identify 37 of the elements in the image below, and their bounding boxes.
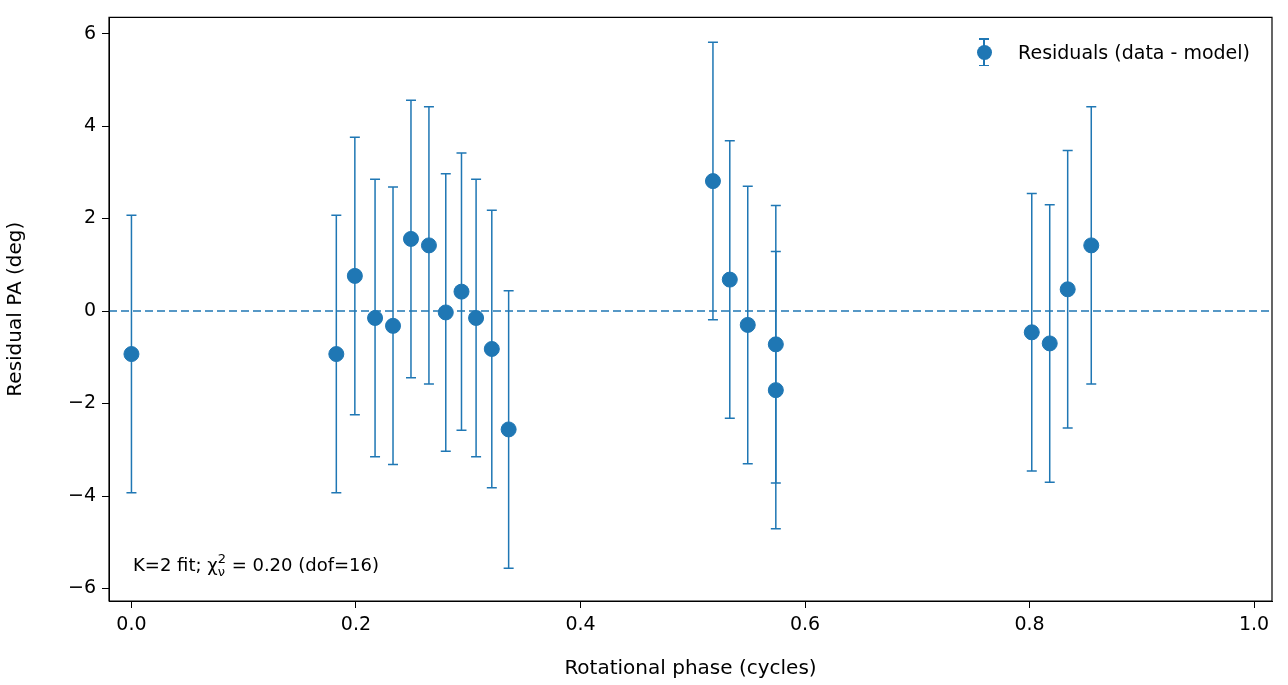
point [704,173,721,190]
legend-label: Residuals (data - model) [1018,41,1250,64]
point [767,382,784,399]
point [402,230,419,247]
x-tick-label: 0.4 [565,612,596,635]
y-tick-label: 4 [83,113,96,136]
point [367,309,384,326]
point [437,304,454,321]
point [346,267,363,284]
point [739,316,756,333]
point [1041,335,1058,352]
point [721,271,738,288]
point [328,346,345,363]
point [385,317,402,334]
point [123,346,140,363]
y-tick-label: 0 [83,297,96,320]
x-tick-label: 1.0 [1238,612,1270,635]
y-tick-label: 2 [83,205,96,228]
point [500,421,517,438]
point [453,283,470,300]
y-tick-label: −4 [67,482,96,505]
point [468,309,485,326]
point [420,237,437,254]
point [1059,281,1076,298]
point [1023,324,1040,341]
x-tick-label: 0.8 [1014,612,1045,635]
y-tick-label: −6 [67,575,96,598]
y-tick-label: 6 [83,20,96,43]
point [1083,237,1100,254]
y-axis-title: Residual PA (deg) [2,221,27,397]
x-tick-label: 0.0 [116,612,147,635]
y-tick-label: −2 [67,390,96,413]
point [483,340,500,357]
x-axis-title: Rotational phase (cycles) [564,655,817,680]
x-tick-label: 0.6 [789,612,821,635]
point [767,336,784,353]
x-tick-label: 0.2 [340,612,372,635]
